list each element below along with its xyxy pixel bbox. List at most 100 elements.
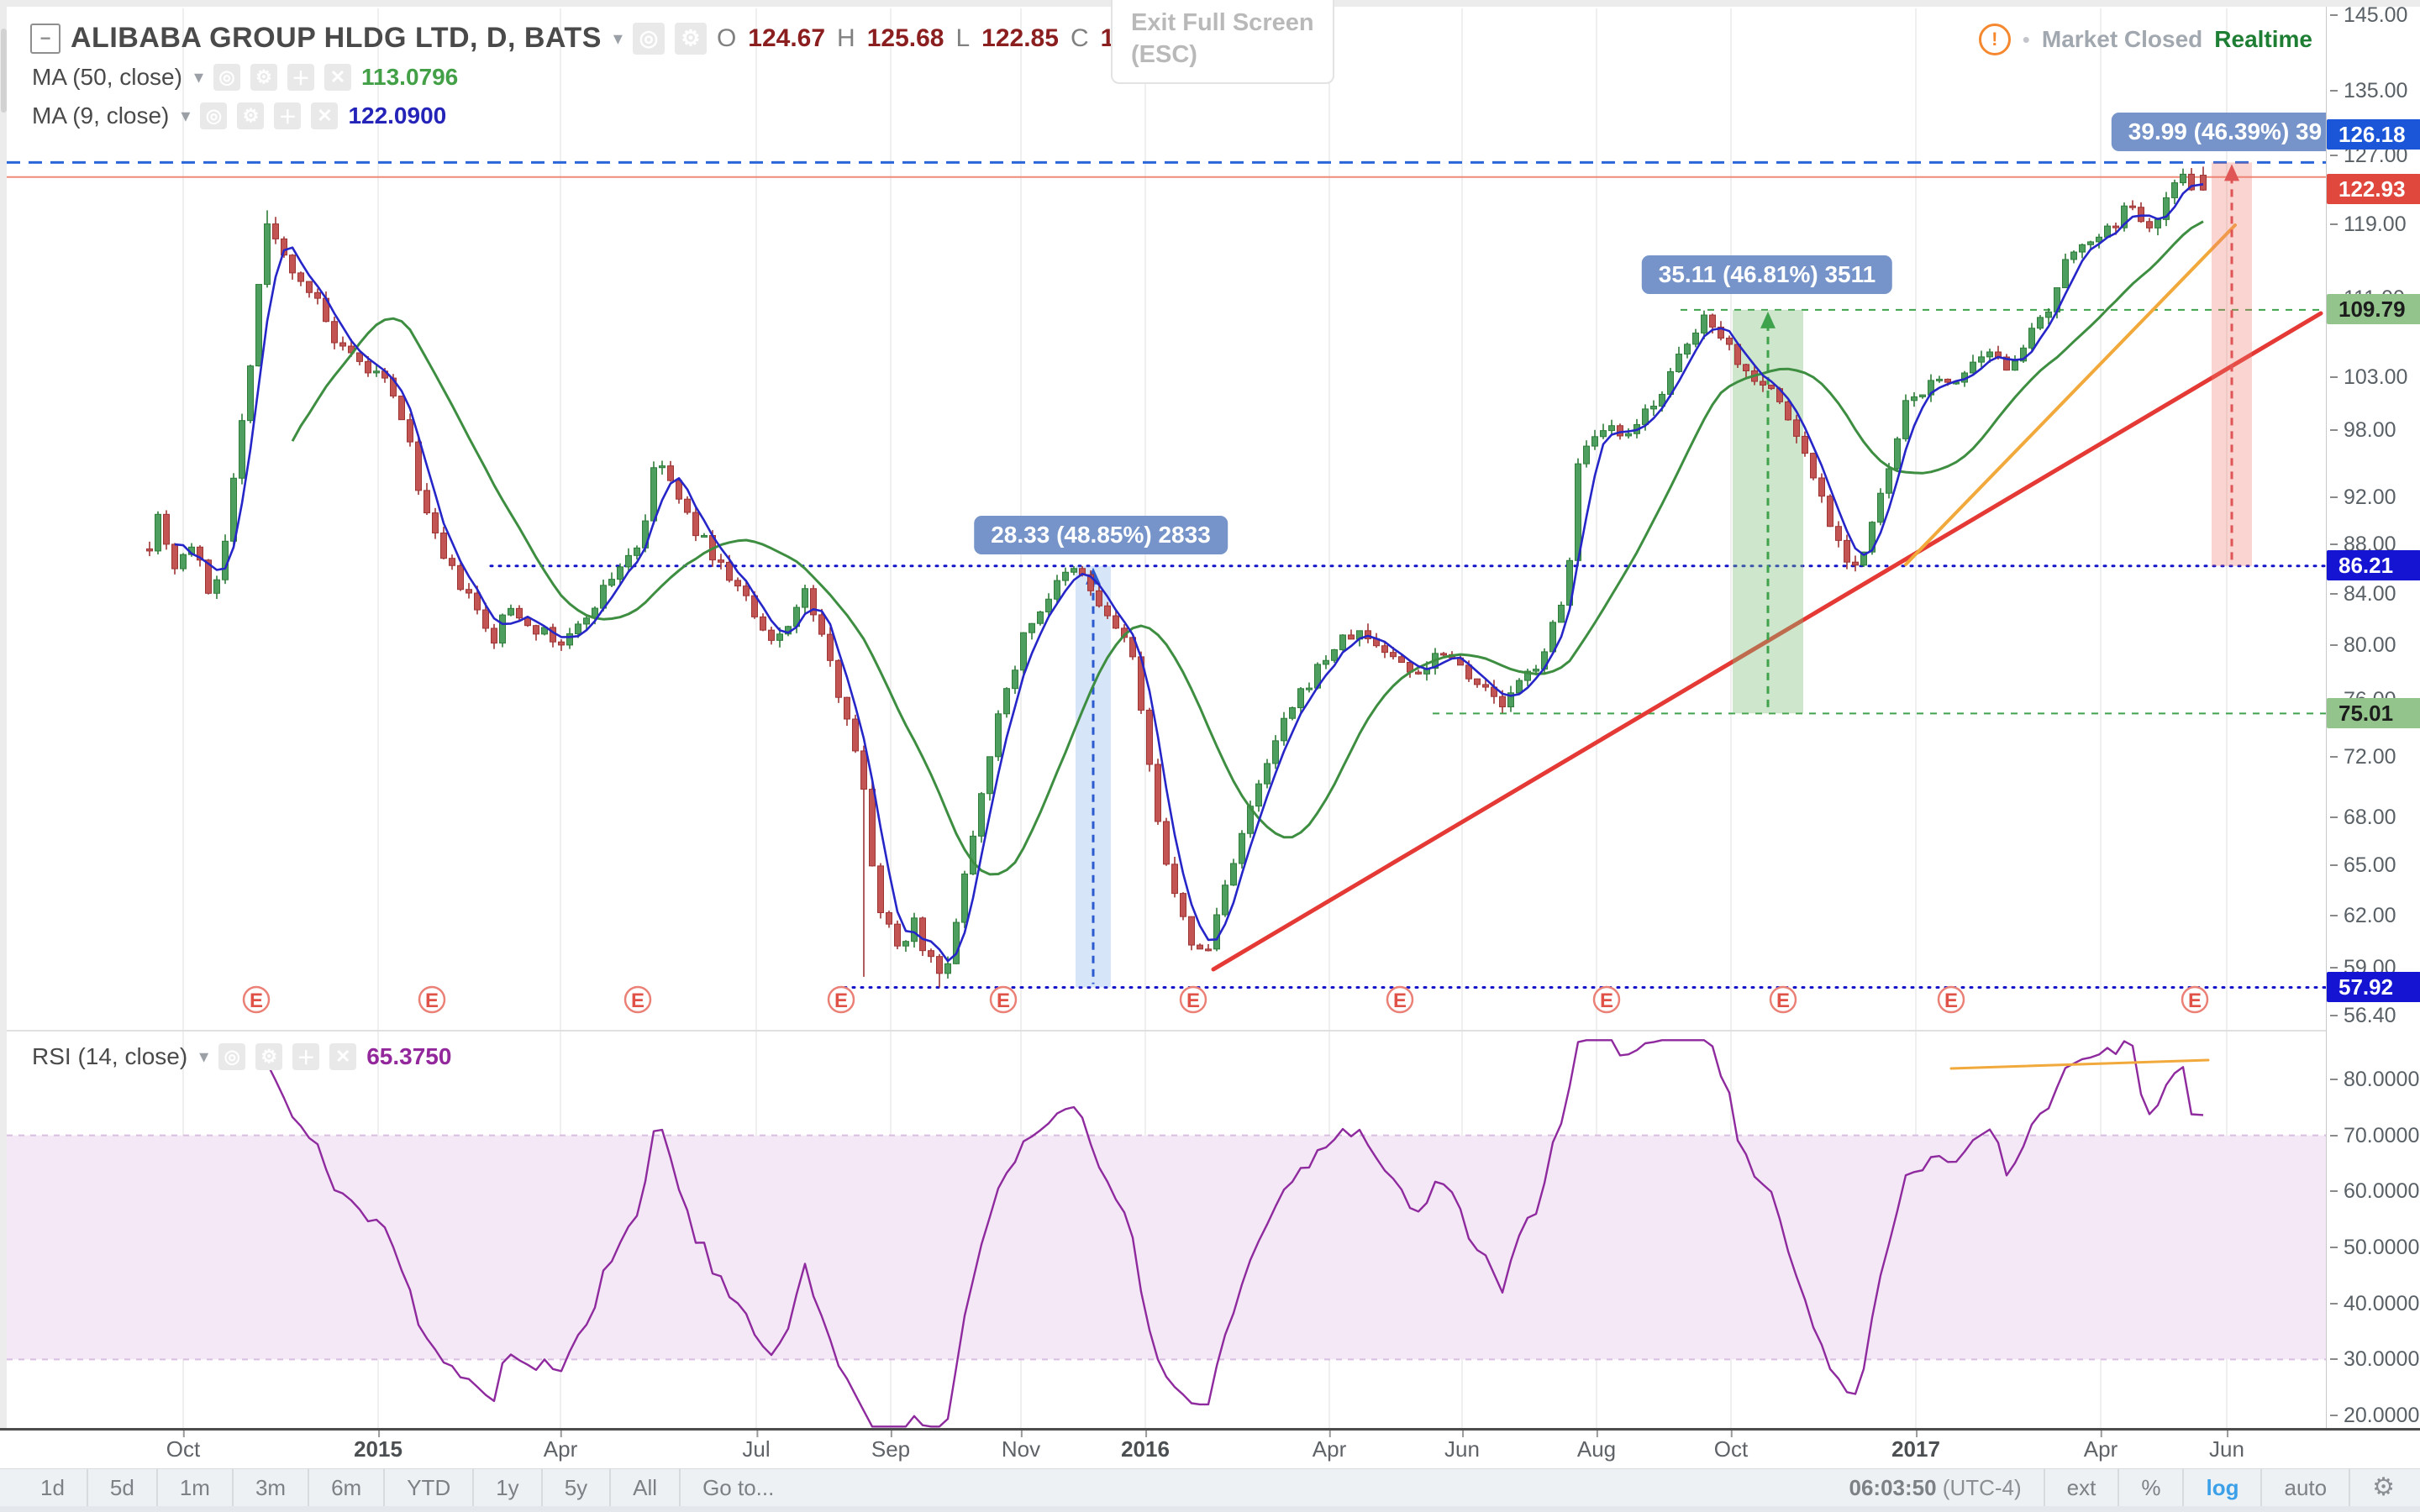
rsi-trend-line[interactable]	[1949, 1058, 2210, 1070]
candlestick	[844, 696, 850, 720]
measure-label[interactable]: 39.99 (46.39%) 39	[2111, 113, 2339, 151]
earnings-letter: E	[997, 990, 1010, 1012]
candlestick	[1608, 425, 1615, 432]
range-button-1m[interactable]: 1m	[155, 1469, 232, 1506]
earnings-marker[interactable]: E	[827, 985, 855, 1014]
candlestick	[2020, 347, 2027, 362]
ma9-label[interactable]: MA (9, close)	[32, 102, 170, 129]
rsi-chart-canvas[interactable]	[0, 1032, 2326, 1428]
high-label: H	[837, 24, 855, 52]
earnings-marker[interactable]: E	[1769, 985, 1797, 1014]
candlestick	[608, 579, 615, 586]
scale-toggle-ext[interactable]: ext	[2043, 1469, 2118, 1506]
range-button-go-to-[interactable]: Go to...	[679, 1469, 796, 1506]
market-status: ! • Market Closed Realtime	[1978, 24, 2312, 55]
range-button-3m[interactable]: 3m	[231, 1469, 308, 1506]
range-button-1d[interactable]: 1d	[40, 1475, 65, 1500]
hide-indicator-icon[interactable]: ◎	[213, 64, 240, 91]
candlestick	[768, 629, 775, 641]
candlestick	[659, 465, 666, 469]
candlestick	[1659, 393, 1665, 407]
price-axis[interactable]: 145.00135.00127.00119.00111.00103.0098.0…	[2326, 3, 2420, 1428]
trend-line[interactable]	[1211, 311, 2323, 972]
add-indicator-icon[interactable]: ＋	[287, 64, 314, 91]
chevron-down-icon[interactable]: ▾	[199, 1046, 209, 1067]
candlestick	[592, 607, 598, 619]
earnings-marker[interactable]: E	[1179, 985, 1207, 1014]
candlestick	[1272, 740, 1279, 764]
measure-arrowhead-icon	[2224, 164, 2239, 181]
earnings-marker[interactable]: E	[1592, 985, 1621, 1014]
candlestick	[314, 291, 321, 299]
rsi-label[interactable]: RSI (14, close)	[32, 1043, 188, 1069]
scale-toggle-%[interactable]: %	[2118, 1469, 2182, 1506]
range-button-all[interactable]: All	[609, 1469, 679, 1506]
trend-line[interactable]	[1904, 223, 2237, 566]
candlestick	[1239, 832, 1245, 864]
ma9-value: 122.0900	[348, 102, 447, 129]
rsi-band	[7, 1135, 2326, 1360]
hide-indicator-icon[interactable]: ◎	[200, 102, 228, 129]
candlestick	[365, 360, 371, 374]
earnings-marker[interactable]: E	[418, 985, 446, 1014]
earnings-marker[interactable]: E	[242, 985, 271, 1014]
candlestick	[1575, 463, 1581, 561]
measure-band[interactable]	[1733, 309, 1803, 714]
indicator-settings-gear-icon[interactable]: ⚙	[250, 64, 277, 91]
earnings-marker[interactable]: E	[623, 985, 652, 1014]
measure-band[interactable]	[2212, 162, 2252, 566]
realtime-label[interactable]: Realtime	[2214, 26, 2312, 52]
chart-settings-gear-icon[interactable]: ⚙	[2349, 1469, 2398, 1506]
earnings-marker[interactable]: E	[1386, 985, 1414, 1014]
hide-indicator-icon[interactable]: ◎	[218, 1043, 246, 1070]
add-indicator-icon[interactable]: ＋	[292, 1043, 320, 1070]
candlestick	[1516, 680, 1523, 694]
remove-indicator-icon[interactable]: ✕	[329, 1043, 357, 1070]
remove-indicator-icon[interactable]: ✕	[324, 64, 351, 91]
earnings-circle-icon	[1937, 985, 1965, 1014]
add-indicator-icon[interactable]: ＋	[274, 102, 302, 129]
measure-label[interactable]: 35.11 (46.81%) 3511	[1641, 255, 1893, 294]
earnings-marker[interactable]: E	[989, 985, 1018, 1014]
candlestick	[1944, 378, 1951, 383]
symbol-title[interactable]: ALIBABA GROUP HLDG LTD, D, BATS	[71, 22, 602, 54]
candlestick	[1902, 400, 1909, 439]
symbol-settings-gear-icon[interactable]: ⚙	[674, 22, 707, 55]
candlestick	[1230, 863, 1237, 886]
range-button-6m[interactable]: 6m	[308, 1469, 383, 1506]
indicator-settings-gear-icon[interactable]: ⚙	[255, 1043, 283, 1070]
range-button-5d[interactable]: 5d	[86, 1469, 156, 1506]
candlestick	[1743, 364, 1749, 371]
time-tick-label: Apr	[1313, 1431, 1346, 1468]
range-button-1y[interactable]: 1y	[472, 1469, 540, 1506]
earnings-marker[interactable]: E	[2181, 985, 2209, 1014]
candlestick	[642, 520, 649, 549]
time-axis[interactable]: Oct 2015 Apr Jul Sep Nov 2016 Apr Jun Aug Oct 2017 A…	[0, 1431, 2420, 1468]
candlestick	[1768, 384, 1775, 390]
measure-band[interactable]	[1076, 565, 1111, 988]
hide-symbol-icon[interactable]: ◎	[632, 22, 665, 55]
chevron-down-icon[interactable]: ▾	[613, 27, 623, 49]
chevron-down-icon[interactable]: ▾	[181, 105, 191, 126]
scale-toggle-log[interactable]: log	[2182, 1469, 2260, 1506]
ma50-legend-row: MA (50, close) ▾ ◎ ⚙ ＋ ✕ 113.0796	[32, 64, 458, 91]
collapse-pane-icon[interactable]: −	[30, 23, 60, 54]
indicator-settings-gear-icon[interactable]: ⚙	[237, 102, 265, 129]
price-badge: 109.79	[2327, 294, 2420, 324]
candlestick	[398, 395, 405, 421]
scrollbar-thumb[interactable]	[1, 29, 7, 113]
earnings-letter: E	[425, 990, 439, 1012]
chevron-down-icon[interactable]: ▾	[193, 66, 203, 87]
scale-toggle-auto[interactable]: auto	[2260, 1469, 2349, 1506]
time-tick-label: Nov	[1002, 1431, 1040, 1468]
market-notice-icon[interactable]: !	[1978, 24, 2011, 55]
pane-divider[interactable]	[7, 1030, 2420, 1032]
range-button-ytd[interactable]: YTD	[383, 1469, 472, 1506]
ma50-label[interactable]: MA (50, close)	[32, 64, 182, 90]
earnings-marker[interactable]: E	[1937, 985, 1965, 1014]
remove-indicator-icon[interactable]: ✕	[311, 102, 339, 129]
candlestick	[508, 607, 514, 616]
range-button-5y[interactable]: 5y	[540, 1469, 609, 1506]
session-clock[interactable]: 06:03:50 (UTC-4)	[1827, 1469, 2043, 1506]
measure-label[interactable]: 28.33 (48.85%) 2833	[974, 516, 1228, 554]
